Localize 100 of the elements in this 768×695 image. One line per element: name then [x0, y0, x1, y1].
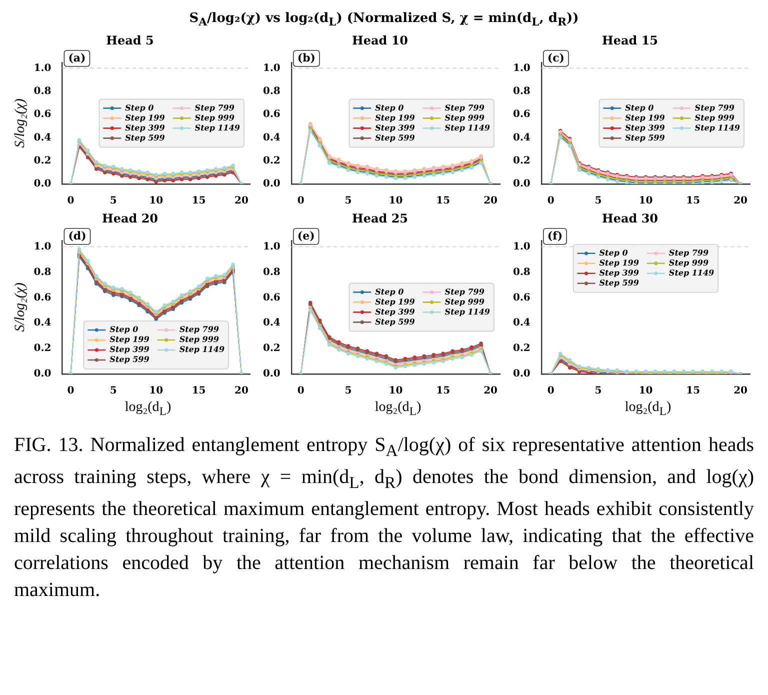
- legend-label: Step 1149: [444, 122, 490, 132]
- y-tick-label: 0.2: [34, 343, 52, 354]
- legend-label: Step 799: [444, 102, 485, 112]
- x-tick-label: 5: [110, 386, 117, 397]
- x-tick-label: 20: [234, 386, 248, 397]
- y-tick-label: 0.4: [34, 132, 52, 144]
- x-tick-label: 20: [234, 196, 248, 207]
- legend-label: Step 1149: [668, 267, 715, 278]
- legend-label: Step 599: [599, 277, 640, 288]
- y-tick-label: 0.0: [512, 178, 530, 190]
- y-tick-label: 0.6: [34, 292, 52, 304]
- y-tick-label: 0.6: [512, 292, 530, 304]
- y-tick-label: 1.0: [512, 62, 530, 74]
- y-tick-label: 0.4: [262, 132, 280, 144]
- legend-label: Step 599: [625, 132, 666, 142]
- y-tick-label: 0.2: [262, 155, 280, 166]
- legend-label: Step 599: [125, 132, 166, 142]
- y-tick-label: 0.4: [34, 318, 52, 329]
- legend-label: Step 399: [110, 344, 150, 354]
- x-axis-title: log₂(d$_{L}$): [374, 400, 422, 418]
- y-tick-label: 0.0: [262, 178, 280, 190]
- y-tick-label: 0.8: [262, 266, 280, 278]
- x-tick-label: 15: [686, 386, 700, 397]
- legend-label: Step 199: [625, 112, 666, 122]
- legend-label: Step 0: [375, 102, 404, 112]
- text: S$_{A}$/log₂(χ) vs log₂(d$_{L}$) (Normalized S, χ = min(d$_{L}$, d$_{R}$)): [189, 11, 579, 29]
- y-tick-label: 0.6: [262, 109, 280, 120]
- x-tick-label: 10: [149, 386, 164, 397]
- x-tick-label: 20: [484, 196, 498, 207]
- legend-label: Step 399: [375, 122, 416, 132]
- y-axis-title: S/log₂(χ): [13, 282, 28, 332]
- text: FIG. 13. Normalized entanglement entropy S$_{A}$/log(χ) of six representative attention heads across training steps, where χ = min(d$_{L}$, d$_{R}$) denotes the bond dimension, and log(χ) represents the theoretical maximum entanglement entropy. Most heads exhibit consistently mild scaling throughout training, far from the volume law, indicating that the effective correlations encoded by the attention mechanism remain far below the theoretical maximum.: [14, 434, 754, 601]
- annotation: (d): [68, 229, 86, 242]
- legend-label: Step 199: [599, 257, 640, 268]
- x-tick-label: 0: [67, 196, 74, 207]
- x-tick-label: 0: [547, 196, 554, 207]
- y-tick-label: 0.4: [262, 318, 280, 329]
- legend-label: Step 599: [110, 354, 150, 364]
- y-tick-label: 0.8: [34, 266, 52, 278]
- legend-label: Step 199: [375, 112, 416, 122]
- legend-label: Step 799: [194, 102, 235, 112]
- y-tick-label: 0.8: [512, 86, 530, 97]
- x-tick-label: 15: [436, 386, 450, 397]
- legend-label: Step 999: [444, 112, 485, 122]
- y-tick-label: 0.4: [512, 318, 530, 329]
- x-tick-label: 15: [436, 196, 450, 207]
- legend-label: Step 0: [110, 324, 139, 334]
- x-tick-label: 20: [734, 196, 748, 207]
- y-tick-label: 0.6: [34, 109, 52, 120]
- y-tick-label: 0.0: [262, 368, 280, 380]
- chart-title: Head 30: [602, 211, 658, 226]
- x-tick-label: 0: [547, 386, 554, 397]
- y-tick-label: 1.0: [512, 241, 530, 252]
- y-tick-label: 0.0: [34, 178, 52, 190]
- y-tick-label: 0.4: [512, 132, 530, 144]
- legend-label: Step 599: [375, 132, 416, 142]
- y-tick-label: 1.0: [262, 241, 280, 252]
- y-tick-label: 0.0: [512, 368, 530, 380]
- legend-label: Step 799: [668, 247, 709, 258]
- chart-title: Head 25: [352, 211, 408, 226]
- y-tick-label: 0.2: [262, 343, 280, 354]
- y-axis-title: S/log₂(χ): [13, 98, 28, 148]
- legend-label: Step 0: [625, 102, 654, 112]
- legend-label: Step 799: [694, 102, 735, 112]
- legend-label: Step 999: [179, 334, 220, 344]
- x-tick-label: 10: [388, 196, 403, 207]
- x-tick-label: 0: [297, 386, 304, 397]
- legend-label: Step 199: [110, 334, 150, 344]
- x-tick-label: 5: [594, 386, 602, 397]
- legend-label: Step 1149: [694, 122, 740, 132]
- chart-title: Head 10: [352, 33, 408, 48]
- legend-label: Step 1149: [444, 306, 490, 316]
- legend-label: Step 199: [125, 112, 166, 122]
- y-tick-label: 1.0: [34, 241, 52, 252]
- legend-label: Step 999: [694, 112, 735, 122]
- legend-label: Step 799: [444, 286, 485, 296]
- x-tick-label: 5: [344, 196, 352, 207]
- annotation: (c): [547, 51, 565, 64]
- legend-label: Step 1149: [179, 344, 225, 354]
- annotation: (f): [547, 229, 563, 242]
- chart-title: Head 15: [602, 33, 658, 48]
- x-tick-label: 10: [149, 196, 164, 207]
- legend-label: Step 599: [375, 316, 416, 326]
- legend-label: Step 0: [375, 286, 404, 296]
- y-tick-label: 0.0: [34, 368, 52, 380]
- x-tick-label: 5: [344, 386, 352, 397]
- annotation: (a): [68, 51, 86, 64]
- x-axis-title: log₂(d$_{L}$): [624, 400, 672, 418]
- y-tick-label: 0.2: [34, 155, 52, 166]
- chart-title: Head 5: [106, 33, 154, 48]
- legend-label: Step 1149: [194, 122, 240, 132]
- legend-label: Step 799: [179, 324, 220, 334]
- x-tick-label: 15: [192, 386, 206, 397]
- y-tick-label: 1.0: [34, 62, 52, 74]
- y-tick-label: 0.2: [512, 343, 530, 354]
- legend-label: Step 399: [625, 122, 666, 132]
- x-tick-label: 10: [388, 386, 403, 397]
- y-tick-label: 0.8: [512, 266, 530, 278]
- x-tick-label: 20: [734, 386, 748, 397]
- legend-label: Step 399: [599, 267, 640, 278]
